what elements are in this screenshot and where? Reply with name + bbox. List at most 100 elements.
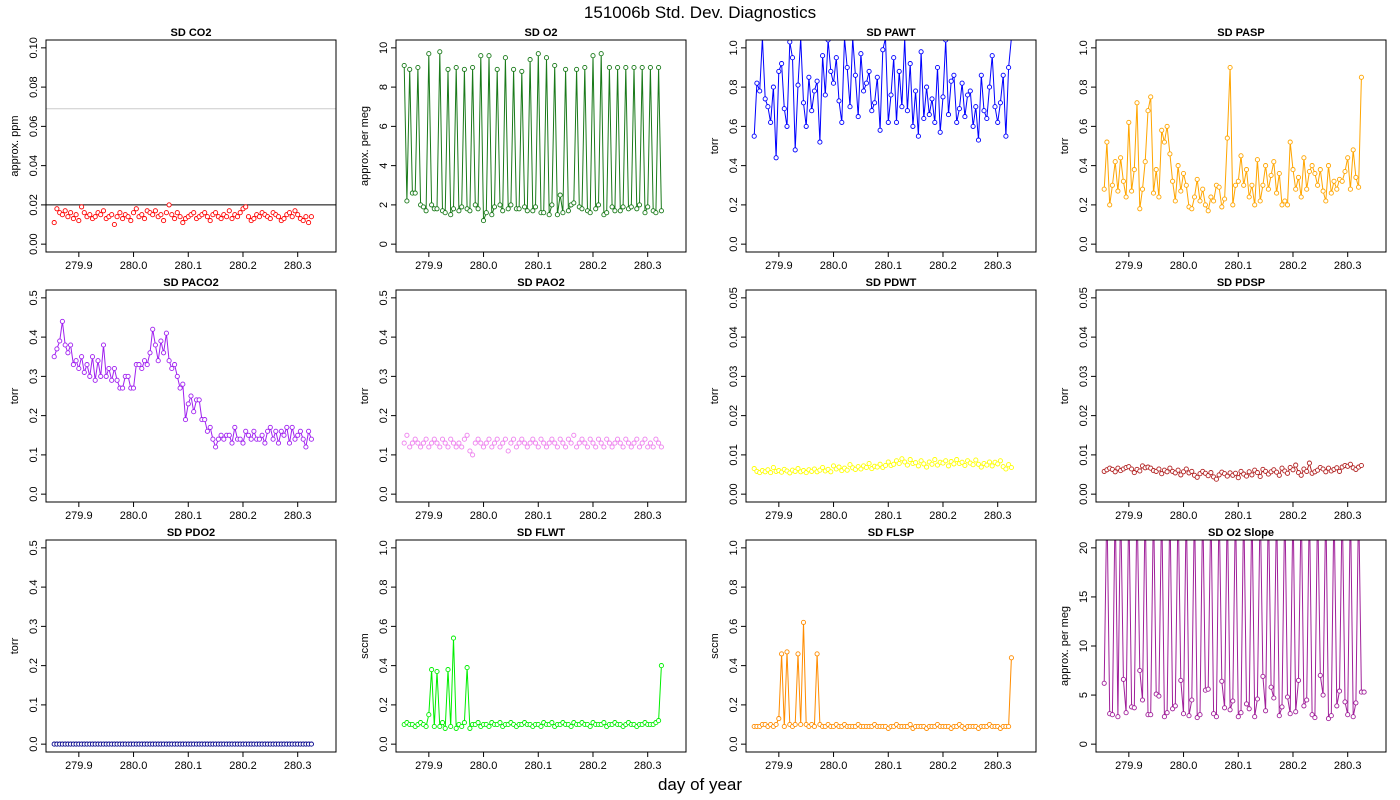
data-point [152, 208, 158, 214]
data-point [800, 100, 807, 106]
data-point [1283, 497, 1287, 501]
data-point [180, 381, 186, 387]
data-point [1230, 698, 1236, 704]
data-point [1334, 703, 1340, 709]
data-point [59, 318, 65, 324]
plot-frame [1095, 289, 1387, 503]
data-point [932, 457, 938, 463]
data-point [1183, 182, 1189, 188]
data-point [612, 440, 618, 446]
data-point [491, 440, 498, 446]
panel-sd-pasp: SD PASP torr 0.0 0.2 0.4 0.6 0.8 1.0 279.9 280.0 2… [1059, 27, 1387, 272]
data-point [855, 114, 861, 120]
y-tick-label: 0.2 [28, 408, 40, 423]
data-point [308, 741, 314, 747]
data-point [418, 444, 424, 450]
panel-sd-flsp: SD FLSP sccm 0.0 0.2 0.4 0.6 0.8 1.0 279.9 280.0 2… [709, 527, 1037, 772]
data-point [606, 440, 612, 446]
y-tick-label: 0.3 [28, 369, 40, 384]
data-point [497, 444, 503, 450]
data-point [989, 463, 995, 469]
data-point [1107, 202, 1113, 208]
data-point [240, 440, 246, 446]
y-tick-label: 0.4 [28, 329, 40, 344]
data-point [522, 204, 528, 210]
data-point [546, 212, 552, 218]
data-point [1249, 182, 1255, 188]
data-point [560, 210, 566, 216]
data-point [620, 204, 626, 210]
data-point [1348, 497, 1352, 501]
data-point [141, 216, 148, 222]
data-point [1170, 178, 1176, 184]
data-point [289, 424, 295, 430]
data-point [461, 720, 467, 726]
data-point [929, 461, 935, 467]
data-point [284, 424, 290, 430]
data-point [1180, 711, 1187, 717]
data-point [656, 64, 662, 71]
data-point [557, 192, 563, 198]
data-point [1299, 497, 1303, 501]
data-point [114, 214, 120, 220]
data-point [606, 64, 612, 71]
data-point [851, 40, 855, 41]
y-tick-label: 0.1 [28, 697, 40, 712]
x-tick-label: 280.1 [874, 760, 902, 772]
data-point [647, 64, 653, 71]
data-point [986, 84, 993, 90]
data-point [986, 459, 993, 465]
data-point [1123, 194, 1129, 200]
data-point [784, 123, 790, 129]
data-point [858, 466, 864, 472]
data-point [207, 424, 213, 430]
data-point [1307, 497, 1311, 501]
data-point [445, 444, 451, 450]
data-point [1115, 714, 1121, 720]
y-tick-label: 1.0 [378, 540, 390, 555]
data-point [1126, 119, 1132, 125]
y-tick-label: 0.00 [28, 233, 40, 254]
data-point [426, 712, 432, 718]
data-point [1194, 176, 1200, 182]
plot-frame [745, 289, 1037, 503]
data-point [1232, 470, 1239, 476]
x-tick-label: 280.2 [1279, 510, 1307, 522]
data-point [98, 373, 104, 379]
data-point [557, 436, 563, 442]
data-point [51, 354, 57, 360]
data-point [1222, 196, 1228, 202]
data-point [480, 444, 487, 450]
data-point [502, 55, 508, 61]
data-point [653, 436, 659, 442]
data-point [1295, 174, 1302, 180]
data-point [945, 112, 952, 118]
data-point [191, 210, 197, 216]
data-point [1159, 127, 1165, 133]
data-point [538, 436, 544, 442]
data-point [770, 84, 776, 90]
y-tick-label: 0.3 [28, 619, 40, 634]
x-tick-label: 280.3 [984, 760, 1012, 772]
data-point [226, 432, 232, 438]
data-point [1331, 178, 1337, 184]
data-point [598, 440, 604, 446]
data-point [139, 212, 145, 218]
data-point [109, 212, 115, 218]
data-point [907, 721, 913, 728]
data-point [445, 66, 451, 72]
y-tick-label: 0.6 [728, 619, 740, 634]
data-point [1191, 194, 1198, 200]
data-point [656, 718, 662, 724]
data-point [270, 436, 276, 442]
data-point [188, 393, 194, 399]
data-point [874, 74, 880, 80]
data-point [962, 462, 968, 469]
y-axis-label: torr [1059, 387, 1071, 404]
data-point [1328, 713, 1334, 719]
data-point [1304, 186, 1310, 192]
data-point [1230, 202, 1236, 208]
y-tick-label: 0.02 [28, 194, 40, 215]
data-point [306, 428, 312, 434]
data-point [1271, 695, 1277, 701]
